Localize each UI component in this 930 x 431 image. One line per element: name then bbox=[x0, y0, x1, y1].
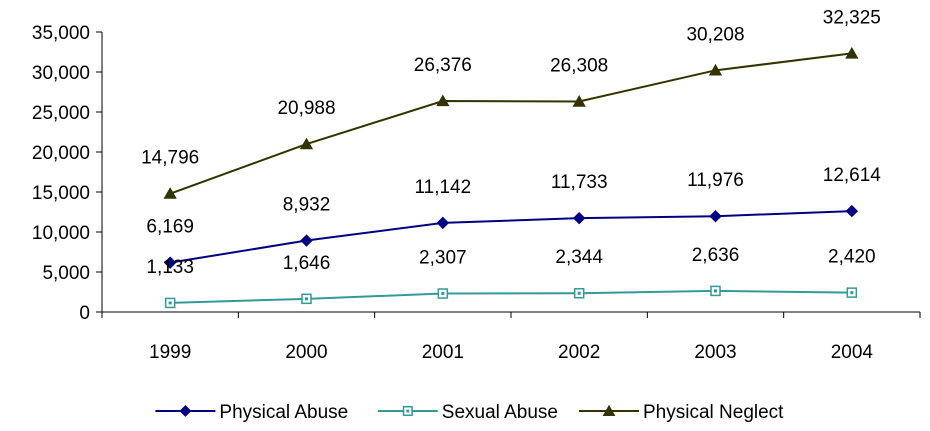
y-tick-label: 30,000 bbox=[32, 63, 90, 84]
legend-item: Physical Abuse bbox=[155, 402, 348, 423]
x-tick-label: 2003 bbox=[694, 342, 736, 363]
data-label: 26,308 bbox=[550, 56, 608, 77]
legend-item: Physical Neglect bbox=[579, 402, 784, 423]
data-point-center bbox=[714, 289, 717, 293]
data-label: 2,420 bbox=[828, 247, 876, 268]
data-point bbox=[300, 234, 313, 247]
y-tick-label: 10,000 bbox=[32, 223, 90, 244]
data-label: 11,976 bbox=[687, 170, 744, 191]
y-tick-label: 15,000 bbox=[32, 183, 90, 204]
data-point bbox=[572, 211, 586, 225]
data-label: 11,142 bbox=[414, 177, 471, 198]
x-tick-label: 2000 bbox=[285, 342, 327, 363]
legend-label: Physical Neglect bbox=[643, 402, 784, 423]
data-label: 1,133 bbox=[146, 257, 194, 278]
data-label: 20,988 bbox=[277, 98, 335, 119]
data-point bbox=[436, 216, 450, 230]
x-tick-label: 2001 bbox=[422, 342, 464, 363]
data-label: 2,344 bbox=[555, 247, 603, 268]
y-tick-label: 25,000 bbox=[32, 103, 90, 124]
x-tick-label: 1999 bbox=[149, 342, 191, 363]
y-tick-label: 5,000 bbox=[42, 263, 90, 284]
data-labels: 6,169 8,932 11,142 11,733 11,976 12,614 1,133 1… bbox=[141, 7, 881, 278]
legend-marker bbox=[602, 404, 616, 416]
legend-marker-center bbox=[406, 409, 410, 413]
data-label: 11,733 bbox=[551, 172, 608, 193]
y-tick-label: 20,000 bbox=[32, 143, 90, 164]
data-label: 8,932 bbox=[283, 195, 331, 216]
data-point bbox=[709, 209, 722, 223]
x-tick-label: 2004 bbox=[831, 342, 874, 363]
series-line bbox=[170, 289, 852, 304]
legend-label: Sexual Abuse bbox=[442, 402, 558, 423]
y-tick-label: 0 bbox=[79, 303, 90, 324]
y-tick-label: 35,000 bbox=[32, 23, 90, 44]
series-layer bbox=[163, 46, 859, 309]
series-line bbox=[169, 52, 852, 195]
x-tick-label: 2002 bbox=[558, 342, 600, 363]
data-point-center bbox=[168, 301, 172, 305]
data-label: 30,208 bbox=[686, 24, 744, 45]
data-label: 26,376 bbox=[414, 55, 472, 76]
legend-item: Sexual Abuse bbox=[377, 402, 558, 423]
legend-label: Physical Abuse bbox=[219, 402, 348, 423]
data-point-center bbox=[441, 292, 445, 296]
data-point bbox=[845, 204, 859, 218]
legend-marker bbox=[179, 405, 192, 417]
data-point bbox=[163, 187, 177, 199]
data-label: 12,614 bbox=[823, 165, 882, 186]
data-point-center bbox=[305, 297, 308, 301]
data-point bbox=[436, 94, 450, 107]
data-point bbox=[572, 95, 586, 107]
data-point bbox=[163, 256, 177, 269]
data-point bbox=[708, 63, 723, 76]
data-label: 32,325 bbox=[823, 7, 881, 28]
data-point-center bbox=[577, 291, 581, 295]
legend: Physical Abuse Sexual Abuse Physical Negle… bbox=[155, 402, 784, 423]
data-label: 2,636 bbox=[692, 245, 740, 266]
series-line bbox=[170, 210, 852, 264]
data-label: 1,646 bbox=[283, 253, 331, 274]
data-label: 14,796 bbox=[141, 148, 199, 169]
axes: 0 5,000 10,000 15,000 20,000 25,000 30,000 35,0… bbox=[32, 23, 921, 363]
data-point bbox=[845, 46, 859, 59]
data-point bbox=[299, 137, 314, 150]
data-point-center bbox=[850, 291, 854, 295]
data-label: 2,307 bbox=[419, 248, 467, 269]
data-label: 6,169 bbox=[146, 217, 194, 238]
